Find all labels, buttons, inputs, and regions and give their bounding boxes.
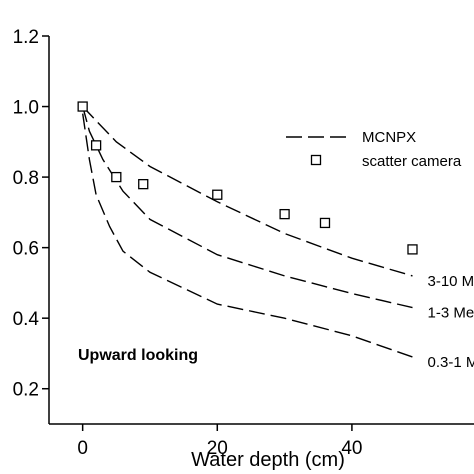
data-point <box>407 244 418 255</box>
data-point <box>319 217 331 229</box>
plot-frame <box>48 36 474 425</box>
curve-label: 3-10 MeV <box>427 273 474 290</box>
data-point <box>138 178 149 190</box>
x-tick-label: 40 <box>341 438 362 459</box>
y-tick-label: 1.0 <box>13 98 39 119</box>
legend-label-scatter-camera: scatter camera <box>362 153 462 170</box>
x-tick-label: 0 <box>77 438 88 459</box>
axis-ticks: 0.20.40.60.81.01.20204060 <box>13 27 363 459</box>
y-tick-label: 0.6 <box>13 239 39 260</box>
series-line-3-10 MeV <box>82 106 413 277</box>
y-tick-label: 0.8 <box>13 168 39 189</box>
data-point <box>212 189 223 200</box>
data-point <box>279 208 290 220</box>
x-tick-label: 20 <box>207 438 228 459</box>
data-point <box>90 140 102 151</box>
data-point <box>77 101 88 112</box>
x-axis-label: Water depth (cm) <box>191 449 345 471</box>
annotation-upward-looking: Upward looking <box>78 347 198 364</box>
y-tick-label: 1.2 <box>13 27 39 48</box>
y-tick-label: 0.2 <box>13 380 39 401</box>
legend-label-mcnpx: MCNPX <box>362 129 416 146</box>
data-points <box>77 101 418 255</box>
curve-labels: 3-10 MeV 1-3 MeV 0.3-1 MeV <box>427 273 474 371</box>
series-line-0.3-1 MeV <box>82 113 413 358</box>
legend: MCNPX scatter camera <box>286 129 462 170</box>
legend-square-symbol <box>310 154 322 166</box>
curve-label: 0.3-1 MeV <box>427 354 474 371</box>
y-tick-label: 0.4 <box>13 309 40 330</box>
curve-label: 1-3 MeV <box>427 305 474 322</box>
data-point <box>111 171 122 183</box>
